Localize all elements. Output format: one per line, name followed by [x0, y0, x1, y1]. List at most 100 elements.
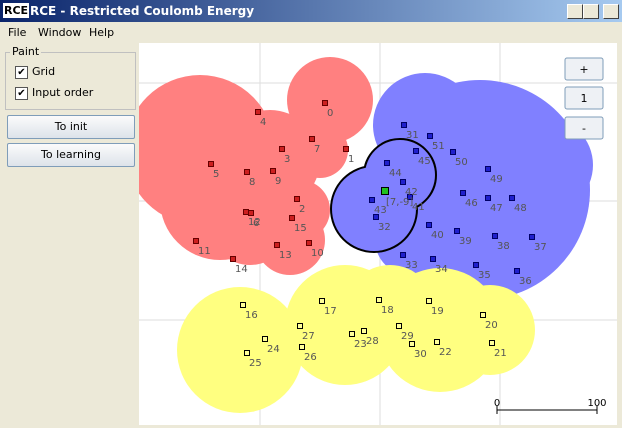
sample-point [413, 148, 419, 154]
point-label: 20 [485, 320, 498, 331]
point-label: 6 [253, 218, 259, 229]
close-button[interactable] [603, 4, 619, 19]
sample-point [396, 323, 402, 329]
maximize-button[interactable] [583, 4, 599, 19]
sample-point [427, 133, 433, 139]
sample-point [409, 341, 415, 347]
point-label: 12 [248, 217, 261, 228]
point-label: 9 [275, 176, 281, 187]
sample-point [279, 146, 285, 152]
minimize-button[interactable] [567, 4, 583, 19]
sample-point [262, 336, 268, 342]
red-region [287, 57, 373, 143]
checkbox[interactable]: ✔ [15, 87, 28, 100]
point-label: 8 [249, 177, 255, 188]
red-region [220, 110, 320, 210]
yellow-region [177, 287, 303, 413]
scale-label: 0 [494, 398, 500, 409]
point-label: 0 [327, 108, 333, 119]
point-label: 18 [381, 305, 394, 316]
sample-point [322, 100, 328, 106]
checkbox-label[interactable]: Input order [32, 86, 94, 99]
menu-item[interactable]: Help [89, 26, 115, 39]
zoom-button[interactable] [564, 86, 604, 110]
point-label: 43 [374, 205, 387, 216]
sample-point [349, 331, 355, 337]
menu-item[interactable]: Window [38, 26, 82, 39]
point-label: 50 [455, 157, 468, 168]
point-label: 36 [519, 276, 532, 287]
point-label: 23 [354, 339, 367, 350]
sample-point [430, 256, 436, 262]
zoom-button-label[interactable]: 1 [581, 92, 588, 105]
point-label: 46 [465, 198, 478, 209]
title-bar: RCE RCE - Restricted Coulomb Energy [0, 0, 622, 22]
point-label: 11 [198, 246, 211, 257]
point-label: 33 [405, 260, 418, 271]
sample-point [244, 169, 250, 175]
sample-point [289, 215, 295, 221]
zoom-button-label[interactable]: - [582, 122, 586, 135]
sample-point [485, 195, 491, 201]
window-title: RCE - Restricted Coulomb Energy [30, 4, 255, 18]
sample-point [230, 256, 236, 262]
sample-point [309, 136, 315, 142]
sample-point [400, 252, 406, 258]
point-label: 42 [405, 187, 418, 198]
sample-point [407, 194, 413, 200]
point-label: 35 [478, 270, 491, 281]
checkbox-label[interactable]: Grid [32, 65, 56, 78]
zoom-button[interactable] [564, 116, 604, 140]
sample-point [509, 195, 515, 201]
point-label: 49 [490, 174, 503, 185]
checkbox[interactable]: ✔ [15, 66, 28, 79]
cursor-point [381, 187, 389, 195]
zoom-button[interactable] [564, 57, 604, 81]
yellow-region [345, 265, 435, 355]
button[interactable]: To learning [7, 143, 135, 167]
point-label: 19 [431, 306, 444, 317]
point-label: 25 [249, 358, 262, 369]
point-label: 37 [534, 242, 547, 253]
point-label: 22 [439, 347, 452, 358]
point-label: 14 [235, 264, 248, 275]
sample-point [492, 233, 498, 239]
point-label: 38 [497, 241, 510, 252]
point-label: 32 [378, 222, 391, 233]
sample-point [208, 161, 214, 167]
point-label: 44 [389, 168, 402, 179]
point-label: 28 [366, 336, 379, 347]
sample-point [473, 262, 479, 268]
sample-point [244, 350, 250, 356]
point-label: 30 [414, 349, 427, 360]
blue-region [497, 117, 593, 213]
sample-point [270, 168, 276, 174]
point-label: 21 [494, 348, 507, 359]
point-label: 29 [401, 331, 414, 342]
point-label: 27 [302, 331, 315, 342]
sample-point [514, 268, 520, 274]
point-label: 13 [279, 250, 292, 261]
point-label: 34 [435, 264, 448, 275]
point-label: 26 [304, 352, 317, 363]
point-label: 41 [412, 202, 425, 213]
sample-point [240, 302, 246, 308]
sample-point [480, 312, 486, 318]
zoom-button-label[interactable]: + [579, 63, 588, 76]
sample-point [450, 149, 456, 155]
button[interactable]: To init [7, 115, 135, 139]
sample-point [299, 344, 305, 350]
point-label: 24 [267, 344, 280, 355]
sample-point [343, 146, 349, 152]
sample-point [373, 214, 379, 220]
sample-point [376, 297, 382, 303]
point-label: 1 [348, 154, 354, 165]
point-label: 51 [432, 141, 445, 152]
sample-point [401, 122, 407, 128]
sample-point [485, 166, 491, 172]
group-title: Paint [10, 45, 42, 58]
menu-item[interactable]: File [8, 26, 27, 39]
point-label: 15 [294, 223, 307, 234]
point-label: 45 [418, 156, 431, 167]
